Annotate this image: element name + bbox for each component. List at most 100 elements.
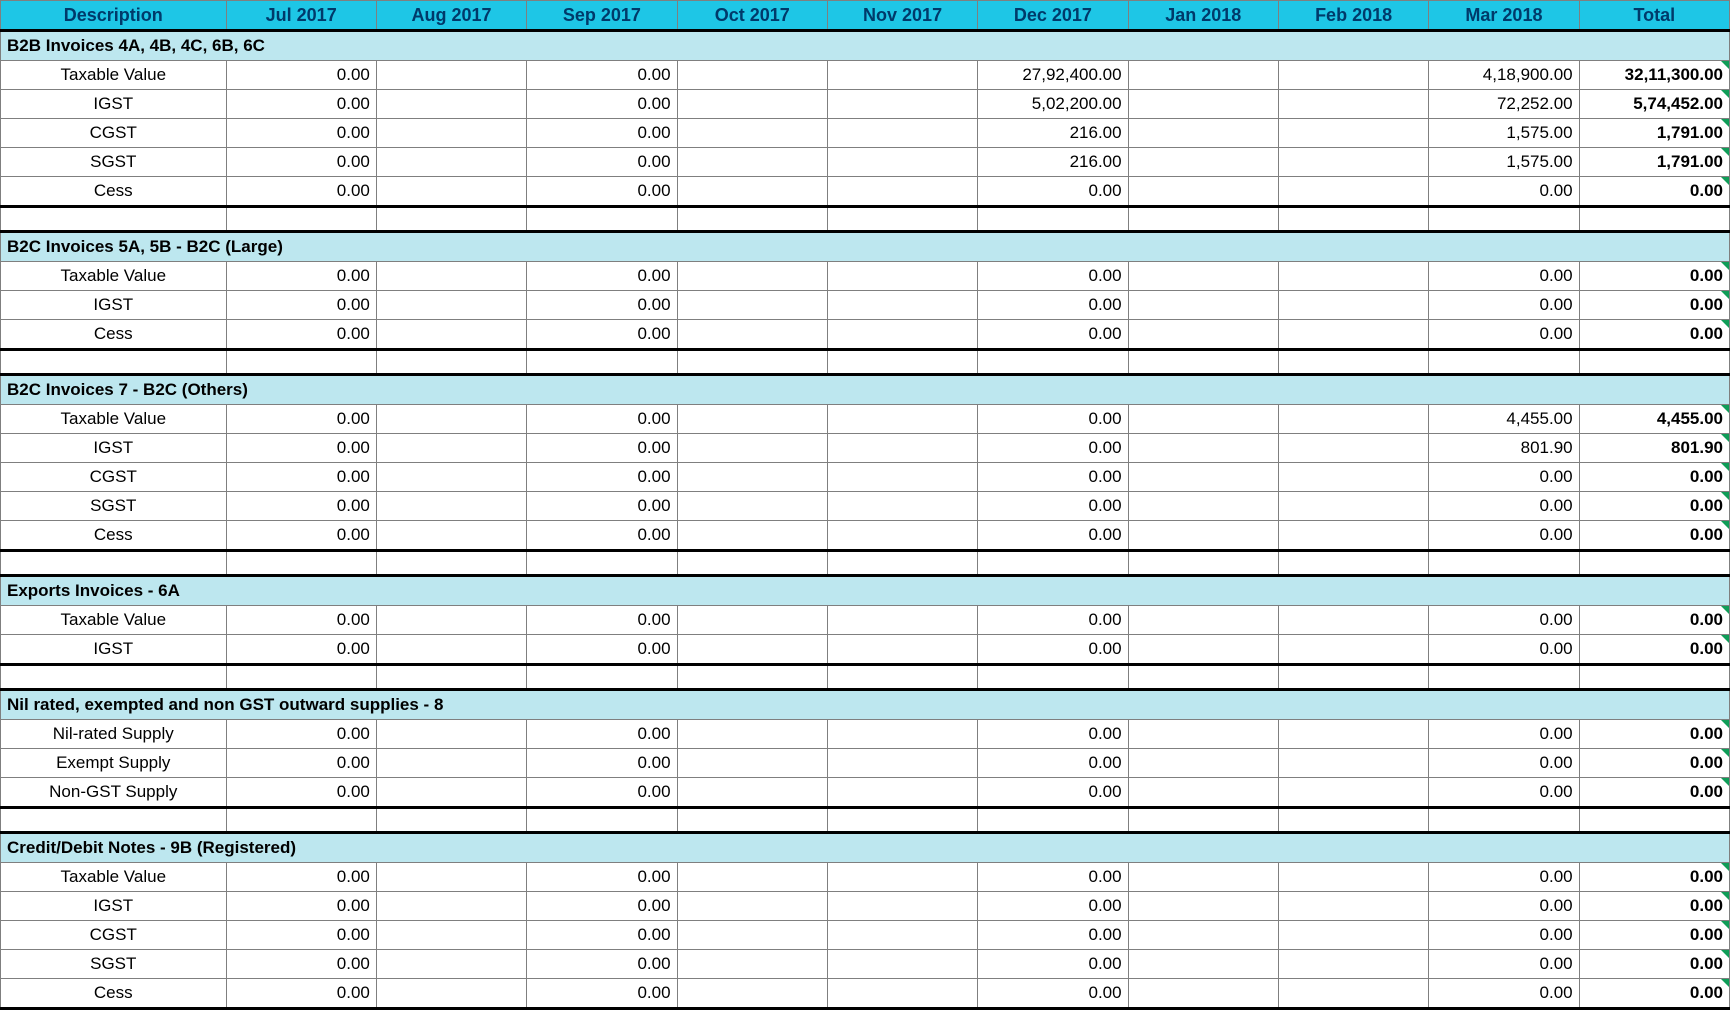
cell-value: 0.00 xyxy=(1429,320,1579,350)
cell-blank xyxy=(1128,492,1278,521)
spacer-cell xyxy=(1579,207,1729,232)
cell-value: 0.00 xyxy=(1429,521,1579,551)
cell-blank xyxy=(677,291,827,320)
cell-value: 0.00 xyxy=(1429,950,1579,979)
col-dec-2017: Dec 2017 xyxy=(978,1,1128,31)
cell-value: 0.00 xyxy=(1429,635,1579,665)
cell-blank xyxy=(677,492,827,521)
cell-value: 0.00 xyxy=(978,492,1128,521)
cell-blank xyxy=(1278,434,1428,463)
row-label: SGST xyxy=(1,148,227,177)
spacer-cell xyxy=(226,665,376,690)
row-label: Non-GST Supply xyxy=(1,778,227,808)
table-row: Exempt Supply0.000.000.000.000.00 xyxy=(1,749,1730,778)
spacer-cell xyxy=(827,808,977,833)
spacer-cell xyxy=(1128,665,1278,690)
cell-value: 0.00 xyxy=(226,463,376,492)
row-label: Taxable Value xyxy=(1,262,227,291)
cell-blank xyxy=(677,521,827,551)
cell-blank xyxy=(376,90,526,119)
cell-blank xyxy=(1278,635,1428,665)
cell-blank xyxy=(1128,892,1278,921)
cell-blank xyxy=(677,863,827,892)
row-label: IGST xyxy=(1,635,227,665)
cell-value: 0.00 xyxy=(527,521,677,551)
cell-value: 0.00 xyxy=(978,521,1128,551)
spacer-cell xyxy=(527,551,677,576)
cell-value: 0.00 xyxy=(978,749,1128,778)
spacer-cell xyxy=(1579,350,1729,375)
cell-value: 0.00 xyxy=(978,720,1128,749)
spacer-cell xyxy=(226,207,376,232)
row-label: IGST xyxy=(1,892,227,921)
spacer-cell xyxy=(978,350,1128,375)
cell-blank xyxy=(677,148,827,177)
spacer-cell xyxy=(1,808,227,833)
cell-value: 0.00 xyxy=(226,119,376,148)
table-row: IGST0.000.000.00801.90801.90 xyxy=(1,434,1730,463)
spacer-cell xyxy=(376,350,526,375)
cell-value: 1,575.00 xyxy=(1429,119,1579,148)
row-label: Taxable Value xyxy=(1,606,227,635)
cell-value: 0.00 xyxy=(527,148,677,177)
cell-value: 0.00 xyxy=(527,405,677,434)
cell-blank xyxy=(376,778,526,808)
cell-blank xyxy=(1128,148,1278,177)
cell-value: 0.00 xyxy=(978,778,1128,808)
cell-blank xyxy=(1128,778,1278,808)
cell-blank xyxy=(1278,492,1428,521)
cell-value: 0.00 xyxy=(226,148,376,177)
cell-blank xyxy=(827,749,977,778)
row-label: IGST xyxy=(1,90,227,119)
cell-blank xyxy=(1278,749,1428,778)
spacer-cell xyxy=(1278,551,1428,576)
spacer-cell xyxy=(1278,207,1428,232)
col-total: Total xyxy=(1579,1,1729,31)
cell-blank xyxy=(376,434,526,463)
spacer-cell xyxy=(1579,551,1729,576)
spacer-cell xyxy=(527,665,677,690)
spacer-cell xyxy=(527,808,677,833)
cell-value: 0.00 xyxy=(527,720,677,749)
spacer-cell xyxy=(677,551,827,576)
cell-value: 0.00 xyxy=(527,320,677,350)
cell-blank xyxy=(827,635,977,665)
cell-blank xyxy=(827,892,977,921)
cell-blank xyxy=(1128,521,1278,551)
cell-value: 0.00 xyxy=(978,291,1128,320)
cell-value: 0.00 xyxy=(1429,492,1579,521)
cell-blank xyxy=(827,778,977,808)
cell-blank xyxy=(677,463,827,492)
cell-blank xyxy=(677,606,827,635)
cell-value: 0.00 xyxy=(1429,778,1579,808)
cell-blank xyxy=(376,606,526,635)
cell-value: 0.00 xyxy=(978,635,1128,665)
col-jan-2018: Jan 2018 xyxy=(1128,1,1278,31)
cell-blank xyxy=(677,720,827,749)
cell-value: 0.00 xyxy=(226,291,376,320)
spacer-cell xyxy=(677,350,827,375)
table-row: Cess0.000.000.000.000.00 xyxy=(1,521,1730,551)
cell-value: 0.00 xyxy=(226,720,376,749)
row-label: SGST xyxy=(1,492,227,521)
cell-blank xyxy=(1278,61,1428,90)
spacer-cell xyxy=(677,665,827,690)
spacer-cell xyxy=(1429,350,1579,375)
cell-blank xyxy=(677,434,827,463)
cell-blank xyxy=(827,405,977,434)
cell-value: 0.00 xyxy=(226,892,376,921)
cell-value: 0.00 xyxy=(527,921,677,950)
cell-value: 4,455.00 xyxy=(1429,405,1579,434)
cell-blank xyxy=(376,320,526,350)
cell-total: 5,74,452.00 xyxy=(1579,90,1729,119)
cell-blank xyxy=(376,521,526,551)
cell-value: 0.00 xyxy=(1429,863,1579,892)
cell-total: 0.00 xyxy=(1579,892,1729,921)
table-row: Cess0.000.000.000.000.00 xyxy=(1,177,1730,207)
cell-value: 0.00 xyxy=(978,262,1128,291)
table-row: IGST0.000.000.000.000.00 xyxy=(1,635,1730,665)
col-mar-2018: Mar 2018 xyxy=(1429,1,1579,31)
cell-blank xyxy=(376,863,526,892)
spacer-cell xyxy=(527,207,677,232)
row-label: CGST xyxy=(1,463,227,492)
